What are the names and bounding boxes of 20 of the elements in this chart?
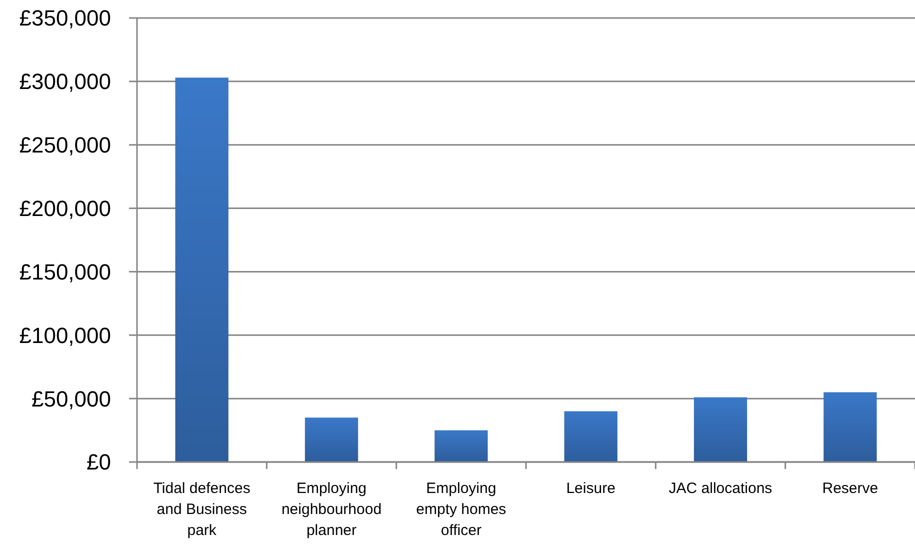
y-tick-label: £300,000 bbox=[19, 69, 111, 94]
y-tick-label: £250,000 bbox=[19, 132, 111, 158]
y-tick-label: £0 bbox=[86, 450, 111, 475]
x-tick-label: Employing empty homes officer bbox=[416, 480, 506, 539]
y-tick-label: £350,000 bbox=[19, 6, 111, 31]
bar bbox=[434, 430, 488, 462]
y-tick-label: £50,000 bbox=[31, 386, 111, 412]
x-tick-label: Employing neighbourhood planner bbox=[281, 480, 382, 539]
x-tick-label: JAC allocations bbox=[668, 480, 772, 497]
x-tick-label: Tidal defences and Business park bbox=[153, 480, 250, 539]
bar bbox=[564, 411, 618, 462]
y-tick-label: £200,000 bbox=[19, 196, 111, 221]
y-tick-label: £100,000 bbox=[19, 322, 111, 348]
x-tick-label: Reserve bbox=[822, 480, 878, 497]
bar bbox=[824, 392, 877, 462]
y-tick-label: £150,000 bbox=[19, 259, 111, 284]
bar bbox=[694, 397, 748, 462]
bar bbox=[175, 78, 228, 462]
bar bbox=[304, 418, 358, 462]
x-tick-label: Leisure bbox=[566, 480, 616, 497]
